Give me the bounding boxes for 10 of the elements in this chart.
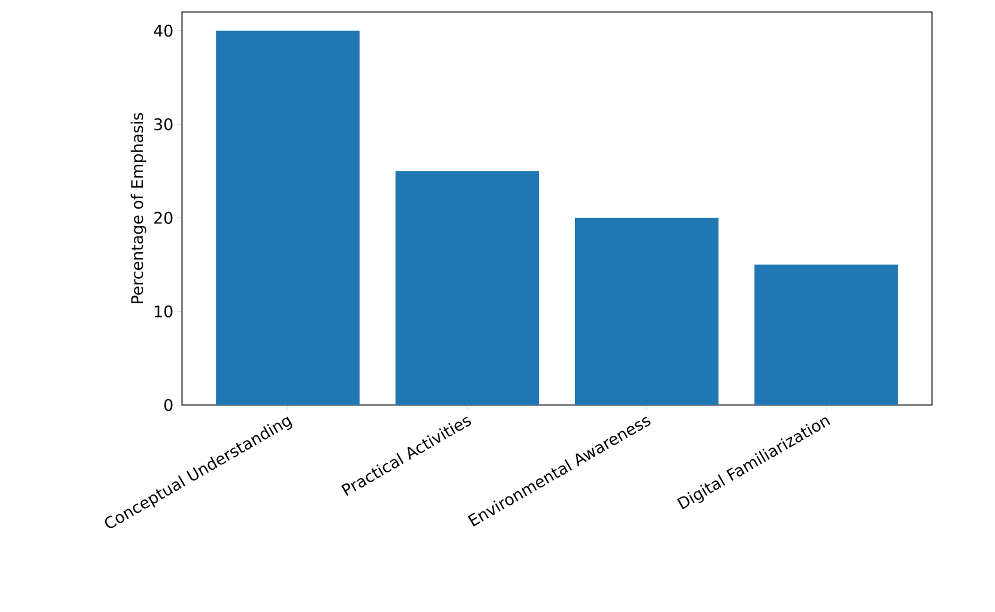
- bar: [396, 171, 540, 405]
- y-tick-label: 20: [154, 212, 172, 224]
- y-tick-label: 30: [154, 118, 172, 130]
- bar: [574, 218, 718, 405]
- y-tick-label: 40: [154, 24, 172, 37]
- y-tick-label: 10: [154, 305, 172, 318]
- y-tick-label: 0: [164, 398, 172, 412]
- bar: [754, 264, 898, 405]
- bar: [216, 30, 360, 405]
- y-axis-title: Percentage of Emphasis: [130, 113, 146, 304]
